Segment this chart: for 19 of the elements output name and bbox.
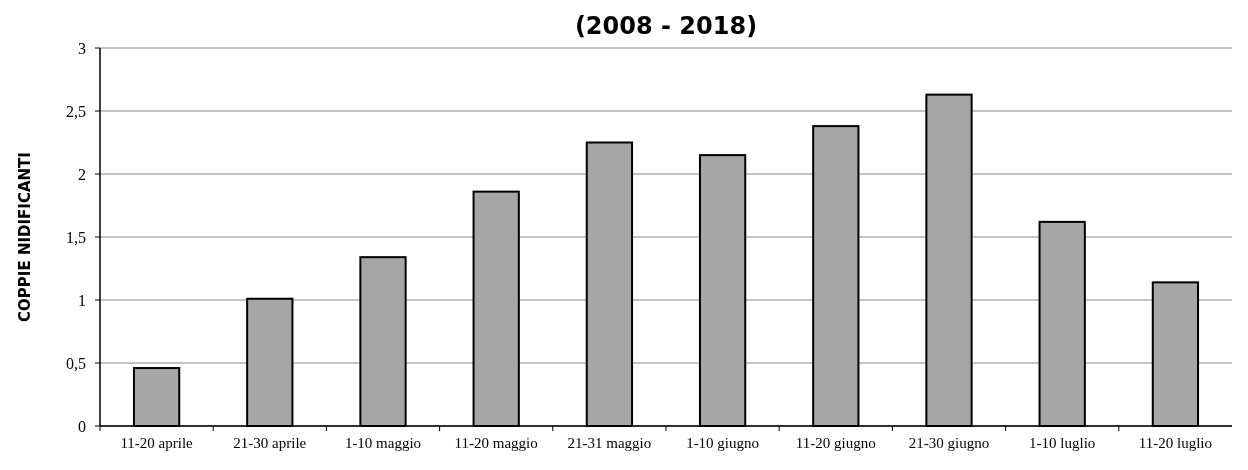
x-tick-label: 11-20 luglio (1138, 435, 1212, 451)
x-tick-label: 1-10 giugno (686, 435, 760, 451)
x-tick-label: 11-20 giugno (795, 435, 876, 451)
y-tick-label: 1 (78, 291, 86, 309)
y-tick-label: 2 (78, 165, 86, 183)
x-tick-label: 11-20 aprile (120, 435, 194, 451)
y-tick-label: 0 (78, 417, 86, 435)
chart-title: (2008 - 2018) (574, 12, 758, 40)
x-tick-label: 1-10 luglio (1029, 435, 1096, 451)
y-tick-label: 0,5 (66, 354, 86, 372)
x-tick-label: 1-10 maggio (344, 435, 422, 451)
x-tick-label: 21-31 maggio (567, 435, 652, 451)
x-tick-label: 21-30 giugno (908, 435, 990, 451)
y-axis-title: COPPIE NIDIFICANTI (16, 152, 34, 322)
x-tick-label: 21-30 aprile (233, 435, 307, 451)
y-tick-label: 1,5 (66, 228, 86, 246)
y-tick-label: 3 (78, 39, 86, 57)
x-tick-label: 11-20 maggio (454, 435, 538, 451)
y-tick-label: 2,5 (66, 102, 86, 120)
